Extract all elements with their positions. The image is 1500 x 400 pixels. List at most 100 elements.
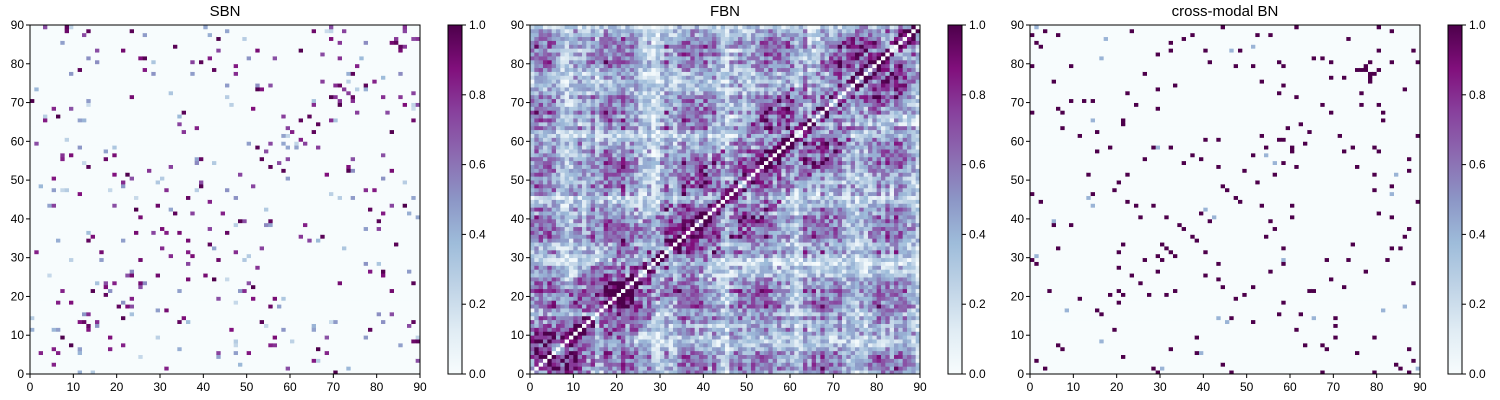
heatmap-cell: [147, 320, 152, 324]
heatmap-cell: [169, 200, 174, 204]
heatmap-cell: [99, 196, 104, 200]
heatmap-cell: [117, 153, 122, 157]
heatmap-cell: [229, 68, 234, 72]
heatmap-cell: [130, 83, 135, 87]
heatmap-cell: [91, 149, 96, 153]
heatmap-cell: [82, 258, 87, 262]
heatmap-cell: [130, 211, 135, 215]
heatmap-cell: [169, 110, 174, 114]
heatmap-cell: [134, 223, 139, 227]
heatmap-cell: [190, 56, 195, 60]
heatmap-cell: [199, 366, 204, 370]
heatmap-cell: [260, 145, 265, 149]
heatmap-cell: [242, 44, 247, 48]
heatmap-cell: [104, 153, 109, 157]
heatmap-cell: [82, 347, 87, 351]
heatmap-cell: [216, 351, 221, 355]
heatmap-cell: [52, 145, 57, 149]
heatmap-cell: [164, 48, 169, 52]
heatmap-cell: [255, 157, 260, 161]
heatmap-cell: [247, 250, 252, 254]
heatmap-cell: [151, 285, 156, 289]
heatmap-cell: [164, 285, 169, 289]
heatmap-cell: [199, 91, 204, 95]
heatmap-cell: [52, 137, 57, 141]
heatmap-cell: [60, 262, 65, 266]
heatmap-cell: [130, 180, 135, 184]
heatmap-cell: [82, 79, 87, 83]
heatmap-cell: [108, 184, 113, 188]
heatmap-cell: [73, 106, 78, 110]
heatmap-cell: [86, 87, 91, 91]
heatmap-cell: [151, 351, 156, 355]
heatmap-cell: [225, 324, 230, 328]
heatmap-cell: [99, 304, 104, 308]
heatmap-cell: [234, 192, 239, 196]
heatmap-cell: [78, 273, 83, 277]
heatmap-cell: [86, 339, 91, 343]
heatmap-cell: [117, 172, 122, 176]
heatmap-cell: [242, 223, 247, 227]
heatmap-cell: [112, 242, 117, 246]
heatmap-cell: [225, 347, 230, 351]
heatmap-cell: [134, 161, 139, 165]
heatmap-cell: [199, 79, 204, 83]
heatmap-cell: [30, 347, 35, 351]
heatmap-cell: [56, 293, 61, 297]
heatmap-cell: [247, 29, 252, 33]
heatmap-cell: [82, 122, 87, 126]
heatmap-cell: [186, 254, 191, 258]
heatmap-cell: [56, 300, 61, 304]
heatmap-cell: [34, 234, 39, 238]
heatmap-cell: [203, 277, 208, 281]
heatmap-cell: [247, 366, 252, 370]
heatmap-cell: [173, 91, 178, 95]
heatmap-cell: [212, 118, 217, 122]
heatmap-cell: [190, 219, 195, 223]
heatmap-cell: [138, 172, 143, 176]
heatmap-cell: [177, 29, 182, 33]
heatmap-cell: [95, 250, 100, 254]
heatmap-cell: [225, 227, 230, 231]
heatmap-cell: [60, 165, 65, 169]
heatmap-cell: [147, 114, 152, 118]
heatmap-cell: [182, 145, 187, 149]
heatmap-cell: [69, 52, 74, 56]
heatmap-cell: [238, 277, 243, 281]
heatmap-cell: [52, 79, 57, 83]
heatmap-cell: [130, 366, 135, 370]
heatmap-cell: [91, 231, 96, 235]
heatmap-cell: [134, 254, 139, 258]
heatmap-cell: [208, 269, 213, 273]
heatmap-cell: [34, 180, 39, 184]
heatmap-cell: [251, 250, 256, 254]
heatmap-cell: [65, 25, 70, 29]
heatmap-cell: [130, 246, 135, 250]
heatmap-cell: [238, 180, 243, 184]
heatmap-cell: [234, 56, 239, 60]
heatmap-cell: [34, 285, 39, 289]
heatmap-cell: [121, 296, 126, 300]
heatmap-cell: [238, 262, 243, 266]
heatmap-cell: [60, 308, 65, 312]
heatmap-cell: [99, 231, 104, 235]
heatmap-cell: [151, 308, 156, 312]
heatmap-cell: [112, 188, 117, 192]
heatmap-cell: [251, 324, 256, 328]
heatmap-cell: [60, 64, 65, 68]
heatmap-cell: [117, 137, 122, 141]
heatmap-cell: [121, 335, 126, 339]
heatmap-cell: [208, 130, 213, 134]
heatmap-cell: [56, 41, 61, 45]
heatmap-cell: [234, 188, 239, 192]
heatmap-cell: [147, 37, 152, 41]
heatmap-cell: [104, 141, 109, 145]
heatmap-cell: [156, 327, 161, 331]
heatmap-cell: [52, 335, 57, 339]
heatmap-cell: [138, 273, 143, 277]
heatmap-cell: [264, 250, 269, 254]
heatmap-cell: [65, 60, 70, 64]
heatmap-cell: [69, 335, 74, 339]
heatmap-cell: [52, 327, 57, 331]
heatmap-cell: [216, 335, 221, 339]
